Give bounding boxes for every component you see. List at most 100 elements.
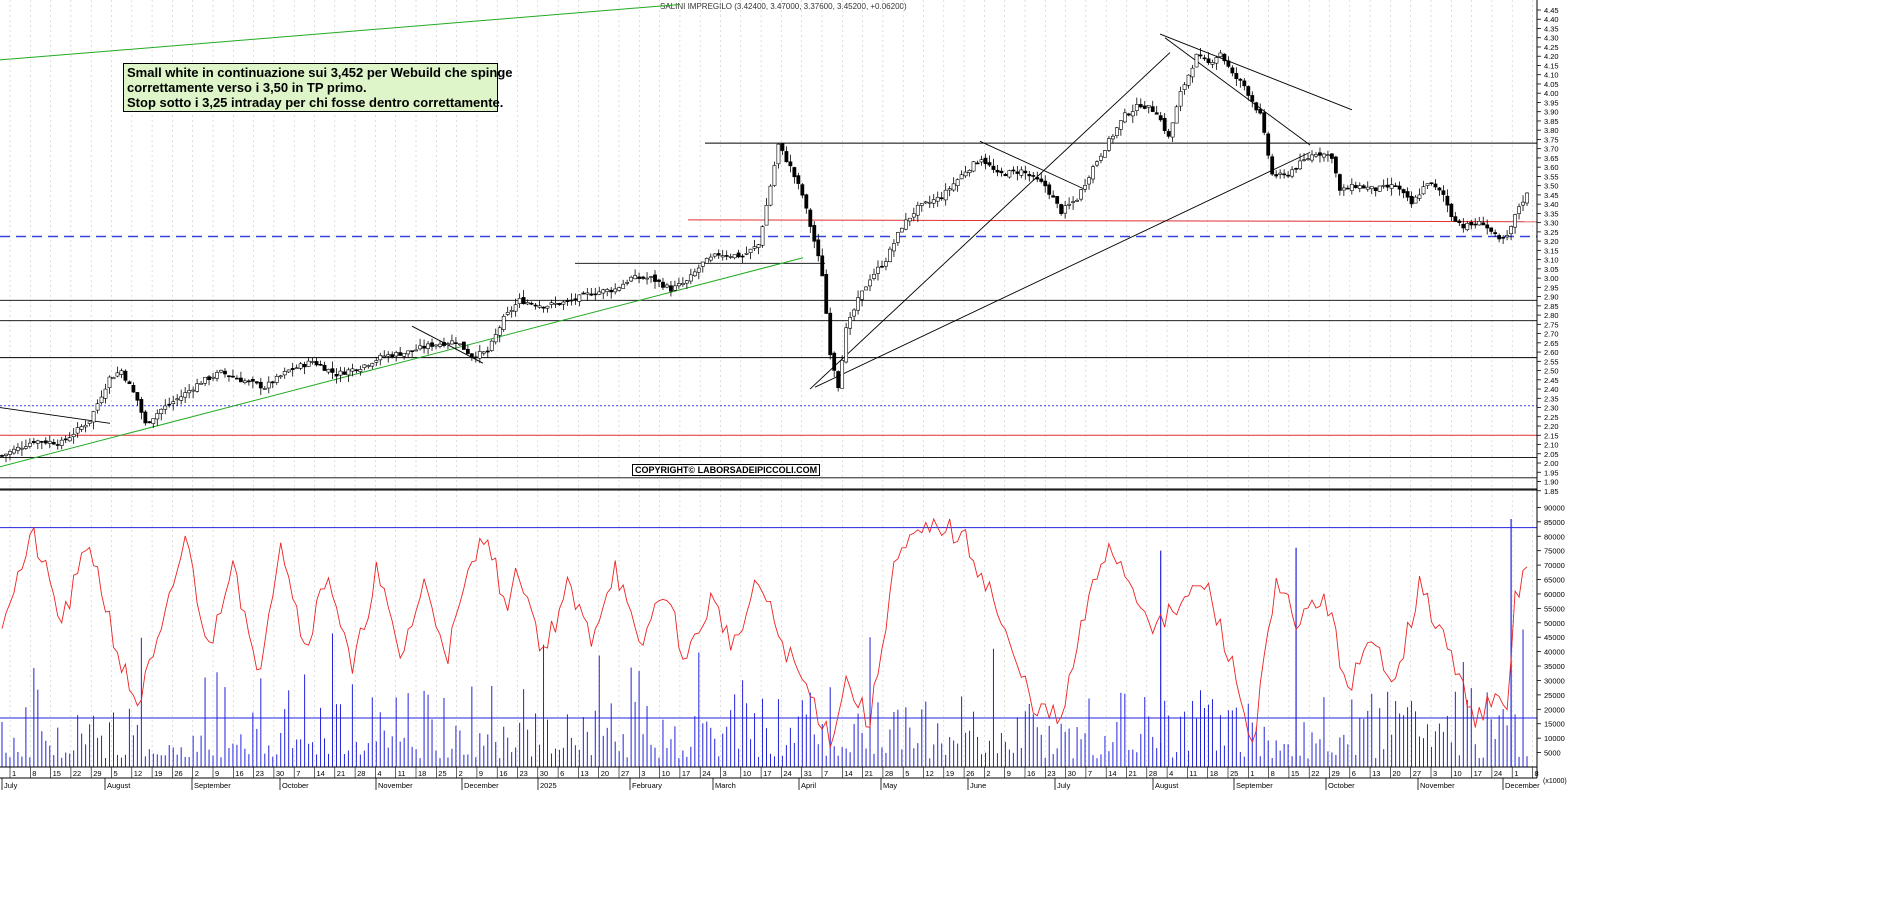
price-tick-label: 3.60 <box>1544 163 1559 172</box>
falling-trend-line <box>1164 37 1311 146</box>
price-tick-label: 3.05 <box>1544 265 1559 274</box>
candle-body <box>1517 206 1521 214</box>
price-tick-label: 4.00 <box>1544 89 1559 98</box>
candle-body <box>1130 111 1135 117</box>
date-tick-label: 16 <box>235 769 243 778</box>
green-trend-line <box>0 3 681 61</box>
candle-body <box>83 424 88 428</box>
candle-body <box>868 279 872 287</box>
candle-body <box>1361 185 1366 189</box>
candle-body <box>246 380 251 383</box>
candle-body <box>1397 185 1402 190</box>
candle-body <box>911 213 916 218</box>
candle-body <box>1210 62 1215 65</box>
candle-body <box>282 371 287 376</box>
candle-body <box>704 258 709 264</box>
date-tick-label: 2 <box>459 769 463 778</box>
candle-body <box>931 199 936 204</box>
candle-body <box>43 440 48 444</box>
candle-body <box>840 360 845 389</box>
candle-body <box>517 298 522 304</box>
month-label: November <box>378 781 413 790</box>
candle-body <box>20 447 24 450</box>
date-tick-label: 18 <box>418 769 426 778</box>
date-tick-label: 18 <box>1210 769 1218 778</box>
candle-body <box>665 284 669 288</box>
candle-body <box>1178 91 1183 107</box>
price-tick-label: 3.55 <box>1544 172 1559 181</box>
candle-body <box>274 376 279 383</box>
candle-body <box>390 354 395 358</box>
volume-tick-label: 85000 <box>1544 518 1565 527</box>
candle-body <box>1055 196 1060 204</box>
red-support-level <box>687 219 1538 223</box>
candle-body <box>593 293 598 296</box>
date-tick-label: 4 <box>1169 769 1173 778</box>
date-tick-label: 9 <box>1007 769 1011 778</box>
candle-body <box>155 413 160 420</box>
candle-body <box>907 217 912 222</box>
candle-body <box>183 392 188 398</box>
candle-body <box>151 418 156 424</box>
candle-body <box>1198 54 1203 57</box>
candle-body <box>577 294 582 302</box>
rising-trend-line <box>809 52 1171 390</box>
month-label: December <box>464 781 499 790</box>
date-tick-label: 3 <box>641 769 645 778</box>
candle-body <box>549 302 554 305</box>
candle-body <box>633 275 638 280</box>
date-tick-label: 12 <box>926 769 934 778</box>
candle-body <box>513 304 518 312</box>
candle-body <box>748 248 753 253</box>
candle-body <box>1103 150 1107 158</box>
candle-body <box>680 282 685 286</box>
date-tick-label: 5 <box>905 769 909 778</box>
candle-body <box>780 143 785 151</box>
date-tick-label: 28 <box>1149 769 1157 778</box>
date-tick-label: 17 <box>682 769 690 778</box>
date-tick-label: 15 <box>53 769 61 778</box>
date-tick-label: 11 <box>398 769 406 778</box>
candle-body <box>442 342 446 346</box>
month-label: October <box>1328 781 1355 790</box>
annotation-line: Stop sotto i 3,25 intraday per chi fosse… <box>127 95 504 110</box>
candle-body <box>1039 178 1044 182</box>
candle-body <box>892 243 896 252</box>
month-label: April <box>801 781 816 790</box>
candle-body <box>661 281 665 288</box>
volume-tick-label: 80000 <box>1544 532 1565 541</box>
candle-body <box>434 344 438 347</box>
candle-body <box>1513 214 1517 228</box>
price-tick-label: 3.45 <box>1544 191 1559 200</box>
candle-body <box>242 380 247 383</box>
month-label: December <box>1505 781 1540 790</box>
candle-body <box>350 368 355 372</box>
date-tick-label: 30 <box>540 769 548 778</box>
price-tick-label: 2.80 <box>1544 311 1559 320</box>
chart-header: SALINI IMPREGILO (3.42400, 3.47000, 3.37… <box>660 2 907 11</box>
candle-body <box>716 253 721 256</box>
candle-body <box>888 248 892 263</box>
candle-body <box>1226 60 1231 67</box>
candle-body <box>195 383 200 392</box>
annotation-box: Small white in continuazione sui 3,452 p… <box>123 63 513 112</box>
candle-body <box>47 441 52 444</box>
candle-body <box>1114 127 1119 136</box>
candle-body <box>983 157 988 165</box>
candle-body <box>1481 222 1486 226</box>
candle-body <box>820 255 825 277</box>
date-tick-label: 19 <box>154 769 162 778</box>
candle-body <box>454 342 458 344</box>
candle-body <box>1497 235 1502 240</box>
date-tick-label: 28 <box>357 769 365 778</box>
candle-body <box>1385 184 1390 188</box>
candle-body <box>1218 52 1223 58</box>
candle-body <box>927 201 932 204</box>
candle-body <box>533 304 538 307</box>
candle-body <box>565 300 570 302</box>
candle-body <box>1214 57 1219 64</box>
candle-body <box>696 267 701 273</box>
price-tick-label: 2.40 <box>1544 385 1559 394</box>
candlesticks <box>0 47 1529 463</box>
candle-body <box>1369 185 1374 190</box>
